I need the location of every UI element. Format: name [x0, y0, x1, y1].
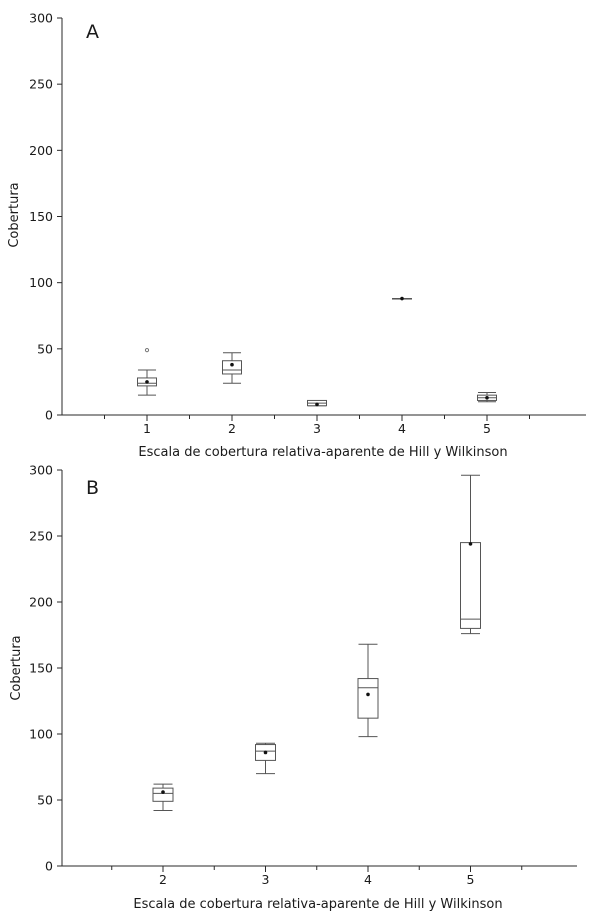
panel-a-y-axis: 0 50 100 150 200 250 300 [29, 11, 63, 423]
box-2 [222, 352, 242, 384]
mean-marker [485, 395, 489, 400]
panel-a-boxplot: A 0 50 100 150 200 250 300 1 2 3 4 5 Cobertura Esc… [7, 11, 586, 460]
panel-b-boxes [152, 474, 481, 812]
y-tick-label: 200 [29, 143, 53, 158]
y-tick-label: 200 [29, 595, 53, 610]
panel-b-y-axis: 0 50 100 150 200 250 300 [29, 463, 63, 874]
box-3 [255, 742, 276, 775]
iqr-box [152, 787, 174, 802]
panel-b-y-axis-title: Cobertura [9, 635, 24, 700]
x-tick-label: 1 [143, 421, 151, 436]
y-tick-label: 0 [45, 859, 53, 874]
x-tick-label: 3 [262, 872, 270, 887]
mean-marker [315, 402, 319, 407]
panel-b-boxplot: B 0 50 100 150 200 250 300 2 3 4 5 Cobertura Esca… [9, 463, 577, 912]
y-tick-label: 50 [37, 341, 53, 356]
box-3 [307, 399, 327, 407]
panel-a-boxes [137, 296, 497, 407]
y-tick-label: 300 [29, 463, 53, 478]
box-4 [357, 643, 379, 738]
y-tick-label: 100 [29, 275, 53, 290]
x-tick-label: 5 [467, 872, 475, 887]
mean-marker [366, 692, 370, 697]
mean-marker [468, 542, 473, 546]
box-1 [137, 348, 157, 396]
box-5 [460, 474, 481, 635]
mean-marker [230, 362, 234, 367]
box-2 [152, 783, 174, 812]
panel-b-x-axis-title: Escala de cobertura relativa-aparente de… [133, 897, 502, 912]
y-tick-label: 0 [45, 408, 53, 423]
mean-marker [161, 790, 165, 794]
x-tick-label: 4 [398, 421, 406, 436]
outlier-point [144, 348, 150, 353]
panel-b-x-axis: 2 3 4 5 [62, 865, 577, 887]
x-tick-label: 3 [313, 421, 321, 436]
panel-b-label: B [86, 477, 99, 499]
x-tick-label: 2 [159, 872, 167, 887]
y-tick-label: 150 [29, 209, 53, 224]
y-tick-label: 250 [29, 529, 53, 544]
y-tick-label: 50 [37, 793, 53, 808]
y-tick-label: 300 [29, 11, 53, 26]
panel-a-x-axis: 1 2 3 4 5 [62, 414, 586, 436]
box-4 [392, 296, 412, 301]
x-tick-label: 2 [228, 421, 236, 436]
mean-marker [145, 380, 149, 384]
panel-a-y-axis-title: Cobertura [7, 182, 22, 247]
iqr-box [357, 678, 379, 719]
panel-a-x-axis-title: Escala de cobertura relativa-aparente de… [138, 445, 507, 460]
y-tick-label: 100 [29, 727, 53, 742]
box-5 [477, 392, 497, 403]
iqr-box [222, 360, 242, 375]
x-tick-label: 5 [483, 421, 491, 436]
iqr-box [460, 542, 481, 629]
mean-marker [263, 750, 268, 755]
panel-a-label: A [86, 21, 99, 43]
x-tick-label: 4 [364, 872, 372, 887]
y-tick-label: 150 [29, 661, 53, 676]
y-tick-label: 250 [29, 77, 53, 92]
mean-marker [400, 296, 404, 301]
